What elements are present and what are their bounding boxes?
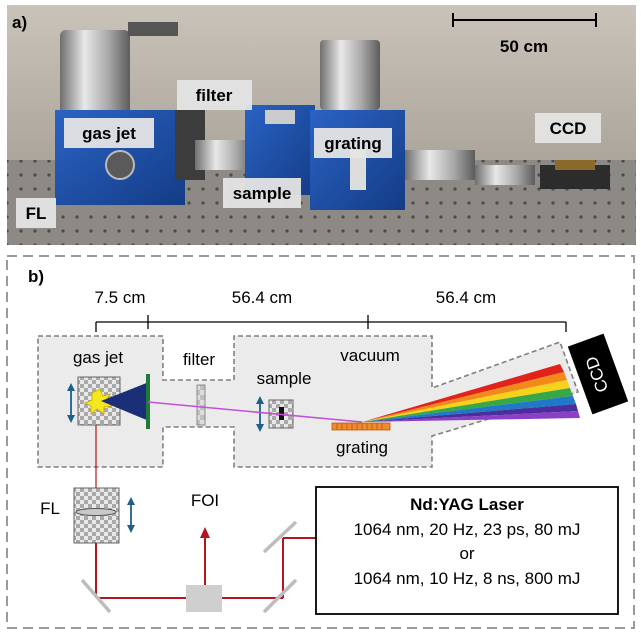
panel-a-label: a) (12, 13, 27, 32)
gas-jet-translation-arrow (67, 383, 75, 423)
xuv-beam (147, 401, 363, 423)
fl-label: FL (40, 499, 60, 518)
laser-box (315, 486, 619, 615)
sample-label: sample (257, 369, 312, 388)
slit-label: slit (150, 0, 171, 4)
tag-sample-text: sample (233, 184, 292, 203)
vacuum-label: vacuum (340, 346, 400, 365)
grating-label-plate (350, 150, 366, 190)
foi-arrow (200, 527, 210, 586)
panel-a-photo: a) 50 cm gas jet filter grating sample C… (7, 5, 636, 245)
dimension-bracket: 7.5 cm 56.4 cm 56.4 cm (94, 288, 567, 332)
tag-filter: filter (177, 80, 252, 110)
bellows-tube (405, 150, 475, 180)
foi-label: FOI (191, 491, 219, 510)
mirror-bottom-left (80, 578, 112, 614)
scale-bar: 50 cm (452, 13, 597, 56)
tag-grating: grating (314, 128, 392, 158)
ccd-tube (475, 165, 535, 185)
panel-b-border (6, 255, 635, 629)
laser-spec-or: or (459, 544, 474, 563)
tag-filter-text: filter (196, 86, 233, 105)
beam-splitter (186, 585, 222, 612)
tag-gas-jet-text: gas jet (82, 124, 136, 143)
ccd-label-strip (555, 160, 595, 170)
tag-fl: FL (16, 198, 56, 228)
laser-title: Nd:YAG Laser (410, 495, 524, 514)
lens-translation-arrow (127, 497, 135, 533)
dim-label-3: 56.4 cm (436, 288, 496, 307)
valve (128, 22, 178, 36)
harmonic-cone (101, 382, 149, 421)
dim-label-1: 7.5 cm (94, 288, 145, 307)
grating-label: grating (336, 438, 388, 457)
bellows (405, 150, 610, 189)
spectrum-fan (362, 364, 580, 422)
laser-spec-2: 1064 nm, 10 Hz, 8 ns, 800 mJ (354, 569, 581, 588)
sample-port (265, 110, 295, 124)
laser-spec-1: 1064 nm, 20 Hz, 23 ps, 80 mJ (354, 520, 581, 539)
tag-sample: sample (223, 178, 301, 208)
mirror-top-right (262, 520, 298, 554)
lens-element (75, 508, 117, 516)
gas-jet-label: gas jet (73, 348, 123, 367)
grating-element (331, 422, 391, 431)
sample-element (279, 407, 284, 420)
grating-pump (320, 40, 380, 110)
grating-chamber (310, 40, 405, 210)
dim-label-2: 56.4 cm (232, 288, 292, 307)
scale-bar-label: 50 cm (500, 37, 548, 56)
tag-gas-jet: gas jet (64, 118, 154, 148)
tag-grating-text: grating (324, 134, 382, 153)
panel-b-label: b) (28, 267, 44, 286)
viewport (105, 150, 135, 180)
tag-fl-text: FL (26, 204, 47, 223)
tag-ccd-text: CCD (550, 119, 587, 138)
slit-element (146, 374, 150, 429)
plasma-burst (84, 388, 113, 415)
filter-element (196, 384, 206, 426)
tag-ccd: CCD (535, 113, 601, 143)
sample-translation-arrow (256, 396, 264, 432)
ccd-detector: CCD (567, 333, 629, 415)
filter-label: filter (183, 350, 215, 369)
mirror-bottom-right (262, 578, 298, 614)
panel-b-schematic: b) 7.5 cm 56.4 cm 56.4 cm filter vacuum … (6, 0, 635, 629)
vacuum-enclosure (37, 335, 580, 468)
turbo-pump (60, 30, 130, 120)
